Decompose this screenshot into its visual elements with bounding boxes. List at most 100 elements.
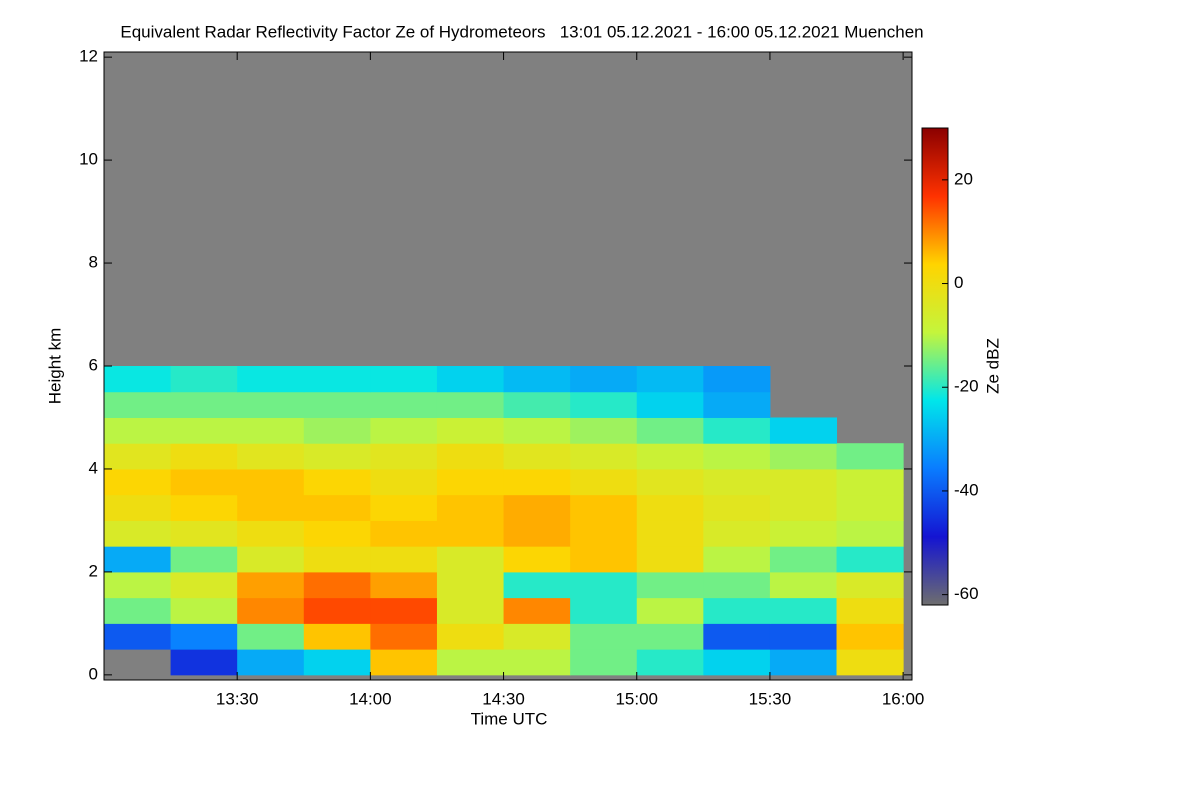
- heatmap-cell: [636, 468, 704, 496]
- x-tick-label: 15:00: [615, 689, 658, 708]
- heatmap-cell: [503, 417, 571, 444]
- heatmap-cell: [636, 571, 704, 599]
- heatmap-cell: [769, 494, 838, 521]
- heatmap-cell: [170, 546, 238, 573]
- heatmap-cell: [370, 597, 438, 624]
- heatmap-cell: [503, 520, 571, 547]
- y-tick-label: 0: [89, 664, 98, 683]
- heatmap-cell: [237, 468, 305, 496]
- heatmap-cell: [769, 571, 838, 599]
- heatmap-cell: [370, 417, 438, 444]
- heatmap-cell: [104, 520, 172, 547]
- heatmap-cell: [836, 546, 904, 573]
- heatmap-cell: [570, 494, 638, 521]
- heatmap-cell: [436, 520, 505, 547]
- heatmap-cell: [370, 623, 438, 650]
- heatmap-cell: [836, 623, 904, 650]
- heatmap-cell: [237, 546, 305, 573]
- heatmap-cell: [370, 391, 438, 418]
- heatmap-cell: [237, 571, 305, 599]
- heatmap-cell: [436, 571, 505, 599]
- heatmap-cell: [370, 468, 438, 496]
- heatmap-cell: [769, 649, 838, 676]
- heatmap-cell: [703, 571, 771, 599]
- heatmap-cell: [769, 623, 838, 650]
- x-tick-label: 16:00: [882, 689, 925, 708]
- heatmap-cell: [703, 468, 771, 496]
- heatmap-cell: [503, 623, 571, 650]
- heatmap-cell: [104, 417, 172, 444]
- heatmap-cell: [104, 391, 172, 418]
- heatmap-cell: [303, 571, 371, 599]
- heatmap-cell: [104, 443, 172, 470]
- y-axis-label: Height km: [45, 328, 64, 405]
- heatmap-cell: [370, 649, 438, 676]
- colorbar: [921, 127, 949, 606]
- heatmap-cell: [370, 494, 438, 521]
- heatmap-cell: [303, 417, 371, 444]
- heatmap-cell: [503, 443, 571, 470]
- heatmap-cell: [104, 571, 172, 599]
- heatmap-cell: [170, 468, 238, 496]
- heatmap-cell: [636, 520, 704, 547]
- heatmap-cell: [303, 520, 371, 547]
- heatmap-cell: [703, 391, 771, 418]
- heatmap-cell: [703, 443, 771, 470]
- heatmap-cell: [237, 597, 305, 624]
- heatmap-cell: [570, 546, 638, 573]
- heatmap-cell: [703, 649, 771, 676]
- heatmap-cell: [636, 623, 704, 650]
- heatmap-cell: [237, 520, 305, 547]
- heatmap-cell: [769, 468, 838, 496]
- heatmap-cell: [636, 366, 704, 393]
- heatmap-cell: [570, 443, 638, 470]
- heatmap-cell: [570, 391, 638, 418]
- heatmap-cell: [170, 597, 238, 624]
- heatmap-cell: [570, 649, 638, 676]
- heatmap-cell: [503, 546, 571, 573]
- heatmap-cell: [570, 623, 638, 650]
- x-tick-label: 13:30: [216, 689, 259, 708]
- colorbar-tick-label: 0: [954, 273, 963, 292]
- heatmap-cell: [836, 649, 904, 676]
- heatmap-cell: [370, 546, 438, 573]
- colorbar-label: Ze dBZ: [983, 338, 1002, 394]
- heatmap-cell: [237, 494, 305, 521]
- heatmap-cell: [503, 391, 571, 418]
- heatmap-cell: [703, 520, 771, 547]
- heatmap-cell: [436, 366, 505, 393]
- heatmap-cell: [170, 391, 238, 418]
- heatmap-cell: [503, 649, 571, 676]
- chart-title: Equivalent Radar Reflectivity Factor Ze …: [120, 22, 923, 41]
- heatmap-cell: [503, 597, 571, 624]
- heatmap-cell: [370, 366, 438, 393]
- y-tick-label: 8: [89, 253, 98, 272]
- heatmap-cell: [303, 443, 371, 470]
- heatmap-cell: [237, 443, 305, 470]
- heatmap-cell: [436, 623, 505, 650]
- heatmap-cell: [170, 649, 238, 676]
- heatmap-cell: [703, 366, 771, 393]
- heatmap-cell: [636, 494, 704, 521]
- heatmap-cell: [303, 597, 371, 624]
- heatmap-cell: [237, 391, 305, 418]
- heatmap-cell: [170, 494, 238, 521]
- heatmap-cell: [503, 468, 571, 496]
- heatmap-cell: [570, 597, 638, 624]
- heatmap-cell: [237, 623, 305, 650]
- heatmap-cell: [436, 649, 505, 676]
- heatmap-cell: [836, 494, 904, 521]
- heatmap-cell: [104, 597, 172, 624]
- heatmap-cell: [703, 417, 771, 444]
- heatmap-cell: [836, 520, 904, 547]
- heatmap-cell: [170, 623, 238, 650]
- heatmap-cell: [303, 391, 371, 418]
- heatmap-cell: [237, 366, 305, 393]
- heatmap-cell: [503, 366, 571, 393]
- heatmap-cell: [170, 520, 238, 547]
- colorbar-tick-label: -20: [954, 377, 979, 396]
- colorbar-tick-label: 20: [954, 169, 973, 188]
- heatmap-cell: [503, 571, 571, 599]
- heatmap-cell: [570, 468, 638, 496]
- heatmap-cell: [769, 597, 838, 624]
